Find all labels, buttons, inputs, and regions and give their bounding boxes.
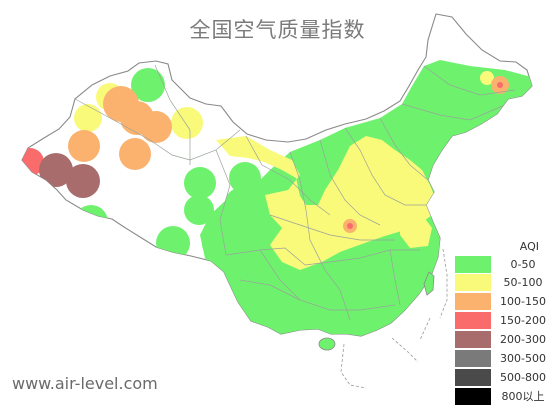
aqi-zone-central-yellow	[216, 136, 436, 270]
legend-item: 100-150	[453, 293, 555, 311]
legend-item: 500-800	[453, 368, 555, 386]
aqi-zone-green	[131, 68, 165, 102]
aqi-zone-yellow	[74, 104, 102, 132]
legend-swatch	[455, 387, 491, 405]
legend-label: 800以上	[501, 390, 545, 404]
legend-swatch	[455, 368, 491, 386]
legend-label: 500-800	[500, 370, 546, 384]
legend-label: 0-50	[510, 257, 536, 271]
legend-label: 300-500	[500, 351, 546, 365]
aqi-zone-orange	[119, 138, 151, 170]
legend-heading: AQI	[519, 240, 539, 253]
legend-swatch	[455, 312, 491, 330]
legend-item: 50-100	[453, 274, 555, 292]
legend-swatch	[455, 349, 491, 367]
legend-swatch	[455, 274, 491, 292]
legend-label: 100-150	[500, 295, 546, 309]
legend-item: 300-500	[453, 349, 555, 367]
aqi-zone-orange	[68, 130, 100, 162]
aqi-zone-yellow	[400, 212, 432, 248]
aqi-zone-yellow	[480, 71, 494, 85]
aqi-zone-green	[225, 188, 255, 218]
legend-item: 150-200	[453, 312, 555, 330]
legend-swatch	[455, 255, 491, 273]
aqi-zone-darkred	[39, 153, 73, 187]
aqi-zone-yellow	[368, 159, 378, 169]
aqi-zone-green	[229, 162, 261, 194]
legend-label: 200-300	[500, 333, 546, 347]
aqi-zone-green	[220, 216, 248, 244]
taiwan-island	[423, 271, 435, 296]
map-title: 全国空气质量指数	[189, 18, 366, 42]
aqi-zone-yellow	[171, 107, 203, 139]
aqi-zone-green	[184, 167, 216, 199]
aqi-zone-green	[74, 205, 108, 239]
boundary-dashes	[340, 248, 448, 389]
aqi-zone-green	[184, 195, 214, 225]
aqi-zone-darkred	[66, 164, 100, 198]
province-borders	[74, 64, 516, 321]
aqi-zone-yellow	[288, 227, 306, 245]
legend-label: 50-100	[503, 276, 543, 290]
legend-swatch	[455, 331, 491, 349]
legend-item: 0-50	[453, 255, 555, 273]
aqi-zone-orange	[140, 111, 172, 143]
website-watermark: www.air-level.com	[12, 374, 158, 393]
aqi-hotspot	[347, 223, 353, 229]
legend-item: 800以上	[453, 387, 555, 405]
legend-item: 200-300	[453, 331, 555, 349]
legend-swatch	[455, 293, 491, 311]
legend-label: 150-200	[500, 314, 546, 328]
aqi-hotspot	[497, 82, 503, 88]
hainan-island	[318, 337, 336, 351]
aqi-legend: AQI 0-50 50-100 100-150 150-200 200-300 300-5…	[453, 238, 555, 406]
